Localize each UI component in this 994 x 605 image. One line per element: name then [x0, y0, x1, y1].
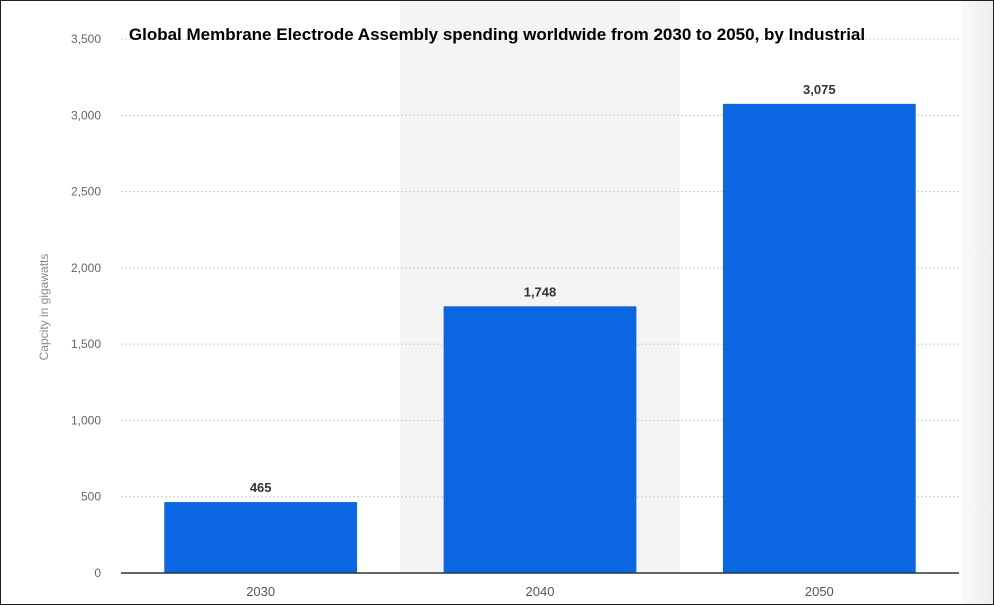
bar: [722, 103, 916, 573]
x-tick-label: 2040: [526, 584, 555, 599]
x-tick-label: 2030: [246, 584, 275, 599]
y-tick-label: 500: [81, 490, 101, 504]
bar: [443, 306, 637, 573]
bar: [164, 502, 358, 573]
x-tick-label: 2050: [805, 584, 834, 599]
y-tick-label: 0: [94, 566, 101, 580]
y-tick-label: 2,500: [71, 185, 101, 199]
side-panel-shade: [961, 1, 993, 604]
bar-value-label: 465: [250, 480, 272, 495]
y-tick-label: 3,000: [71, 108, 101, 122]
y-tick-label: 1,500: [71, 337, 101, 351]
bar-value-label: 1,748: [524, 284, 557, 299]
bar-value-label: 3,075: [803, 82, 836, 97]
y-axis-title: Capcity in gigawatts: [37, 253, 51, 361]
y-tick-label: 3,500: [71, 32, 101, 46]
y-tick-label: 1,000: [71, 413, 101, 427]
chart-title: Global Membrane Electrode Assembly spend…: [128, 25, 866, 44]
y-tick-label: 2,000: [71, 261, 101, 275]
